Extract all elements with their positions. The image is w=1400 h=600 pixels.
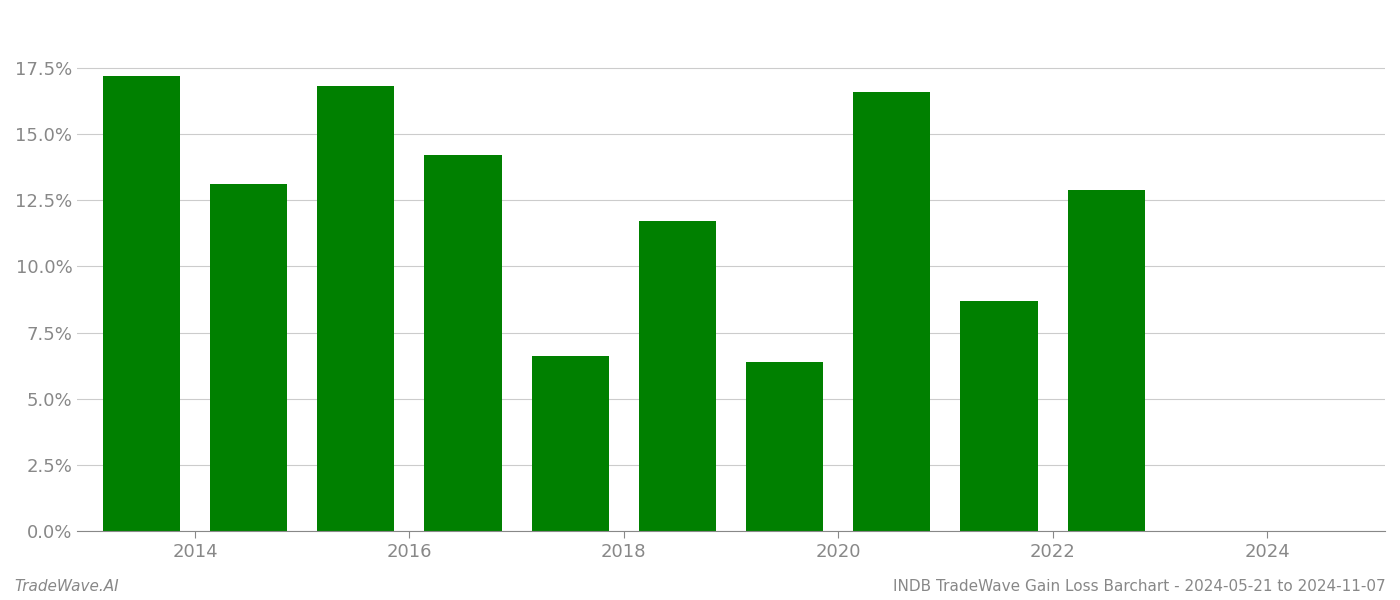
- Bar: [318, 86, 395, 531]
- Bar: [960, 301, 1037, 531]
- Bar: [532, 356, 609, 531]
- Bar: [853, 92, 931, 531]
- Bar: [424, 155, 501, 531]
- Text: INDB TradeWave Gain Loss Barchart - 2024-05-21 to 2024-11-07: INDB TradeWave Gain Loss Barchart - 2024…: [893, 579, 1386, 594]
- Bar: [746, 362, 823, 531]
- Text: TradeWave.AI: TradeWave.AI: [14, 579, 119, 594]
- Bar: [1068, 190, 1145, 531]
- Bar: [102, 76, 181, 531]
- Bar: [638, 221, 715, 531]
- Bar: [210, 184, 287, 531]
